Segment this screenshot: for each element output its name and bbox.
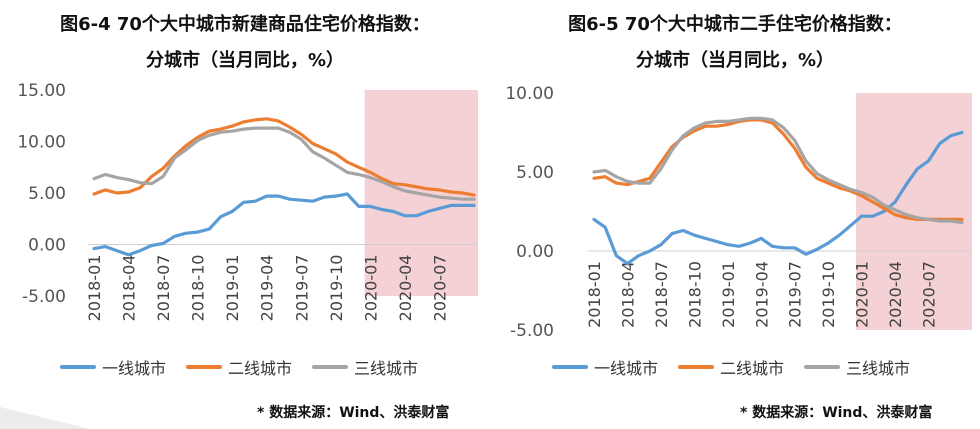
legend-label-tier1: 一线城市 <box>102 359 167 378</box>
y-tick-label: 0.00 <box>516 242 554 262</box>
x-tick-label: 2020-01 <box>361 255 380 322</box>
y-tick-label: 10.00 <box>17 133 66 153</box>
data-source-note: * 数据来源：Wind、洪泰财富 <box>740 405 933 421</box>
legend-swatch-tier2 <box>678 365 715 369</box>
y-tick-label: 5.00 <box>516 163 554 183</box>
y-tick-label: -5.00 <box>22 287 66 307</box>
series-line-3 <box>592 116 964 225</box>
series-line-1 <box>592 130 964 266</box>
legend-item-tier2: 二线城市 <box>186 355 292 379</box>
y-tick-label: 15.00 <box>17 81 66 101</box>
series-line-3 <box>92 126 476 201</box>
legend-item-tier1: 一线城市 <box>552 355 658 379</box>
data-source-note: * 数据来源：Wind、洪泰财富 <box>257 405 450 421</box>
y-tick-label: 10.00 <box>505 84 554 104</box>
y-tick-label: -5.00 <box>510 321 554 341</box>
legend-swatch-tier2 <box>186 365 223 369</box>
x-tick-label: 2020-01 <box>853 261 872 328</box>
x-tick-label: 2019-04 <box>752 261 771 328</box>
x-tick-label: 2019-07 <box>292 255 311 322</box>
chart-panel-new-homes: 图6-4 70个大中城市新建商品住宅价格指数： 分城市（当月同比，%） 15.0… <box>0 14 478 429</box>
legend-label-tier1: 一线城市 <box>594 359 659 378</box>
x-tick-label: 2018-04 <box>618 261 637 328</box>
legend-swatch-tier3 <box>804 365 841 369</box>
y-tick-label: 0.00 <box>28 236 66 256</box>
legend-item-tier3: 三线城市 <box>312 355 418 379</box>
series-line-2 <box>592 118 964 221</box>
x-tick-label: 2020-07 <box>920 261 939 328</box>
series-line-1 <box>92 192 476 257</box>
x-tick-label: 2018-01 <box>85 255 104 322</box>
x-tick-label: 2018-10 <box>189 254 208 321</box>
shaded-region <box>856 93 972 330</box>
legend-label-tier2: 二线城市 <box>720 359 785 378</box>
x-tick-label: 2018-04 <box>120 255 139 322</box>
x-tick-label: 2019-01 <box>223 255 242 322</box>
x-tick-label: 2019-01 <box>719 261 738 328</box>
legend-item-tier1: 一线城市 <box>60 355 166 379</box>
x-tick-label: 2018-07 <box>154 255 173 322</box>
legend-label-tier3: 三线城市 <box>846 359 911 378</box>
x-tick-label: 2019-10 <box>327 255 346 322</box>
series-line-2 <box>92 117 476 197</box>
legend-item-tier3: 三线城市 <box>804 355 910 379</box>
chart-title-line2: 分城市（当月同比，%） <box>145 50 345 71</box>
y-tick-label: 5.00 <box>28 184 66 204</box>
x-tick-label: 2019-10 <box>819 261 838 328</box>
line-chart-new-homes: 15.00 10.00 5.00 0.00 -5.00 2018-01 2018-04 201… <box>17 81 478 322</box>
x-tick-label: 2020-04 <box>886 261 905 328</box>
chart-title-line1: 图6-5 70个大中城市二手住宅价格指数： <box>568 14 902 35</box>
chart-title-line1: 图6-4 70个大中城市新建商品住宅价格指数： <box>60 14 430 35</box>
chart-legend: 一线城市 二线城市 三线城市 <box>60 356 438 378</box>
legend-item-tier2: 二线城市 <box>678 355 784 379</box>
legend-swatch-tier1 <box>60 365 96 369</box>
decorative-corner-shape <box>0 407 90 429</box>
x-tick-label: 2019-04 <box>258 255 277 322</box>
x-tick-label: 2019-07 <box>786 261 805 328</box>
chart-panel-second-hand: 图6-5 70个大中城市二手住宅价格指数： 分城市（当月同比，%） 10.00 5… <box>490 0 980 429</box>
legend-swatch-tier1 <box>552 365 588 369</box>
x-tick-label: 2018-01 <box>585 261 604 328</box>
legend-label-tier3: 三线城市 <box>354 359 419 378</box>
x-tick-label: 2018-07 <box>652 261 671 328</box>
legend-swatch-tier3 <box>312 365 349 369</box>
chart-title-line2: 分城市（当月同比，%） <box>635 50 835 71</box>
chart-legend: 一线城市 二线城市 三线城市 <box>552 356 930 378</box>
line-chart-second-hand: 10.00 5.00 0.00 -5.00 2018-01 2018-04 2018-07 2… <box>505 84 972 341</box>
x-tick-label: 2020-04 <box>396 255 415 322</box>
x-tick-label: 2020-07 <box>430 255 449 322</box>
legend-label-tier2: 二线城市 <box>228 359 293 378</box>
x-tick-label: 2018-10 <box>685 261 704 328</box>
